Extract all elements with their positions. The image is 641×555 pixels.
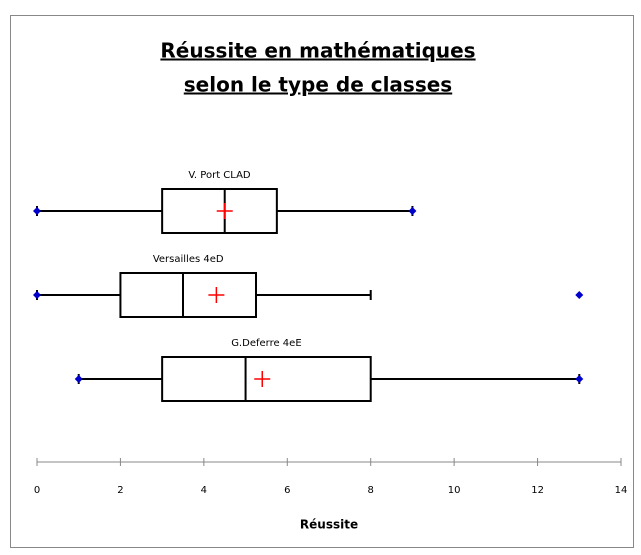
mean-marker <box>208 287 225 303</box>
mean-marker <box>216 203 233 219</box>
x-tick-label: 14 <box>615 485 628 496</box>
box <box>119 272 257 318</box>
chart-frame <box>10 15 634 548</box>
series-label: G.Deferre 4eE <box>231 338 301 349</box>
x-tick-label: 12 <box>531 485 544 496</box>
x-axis-label: Réussite <box>300 518 358 532</box>
x-tick-label: 8 <box>368 485 374 496</box>
chart-title: selon le type de classes <box>184 73 452 97</box>
x-tick-label: 4 <box>201 485 207 496</box>
x-tick-label: 10 <box>448 485 461 496</box>
series-label: V. Port CLAD <box>188 170 251 181</box>
point <box>33 291 41 299</box>
point <box>575 291 584 299</box>
x-tick-label: 6 <box>284 485 290 496</box>
x-tick-label: 2 <box>117 485 123 496</box>
point <box>74 375 83 383</box>
point <box>575 375 584 383</box>
x-tick-label: 0 <box>34 485 40 496</box>
point <box>33 207 41 215</box>
point <box>408 207 417 215</box>
mean-marker <box>254 371 271 387</box>
series-label: Versailles 4eD <box>153 254 224 265</box>
chart-title: Réussite en mathématiques <box>160 39 475 63</box>
